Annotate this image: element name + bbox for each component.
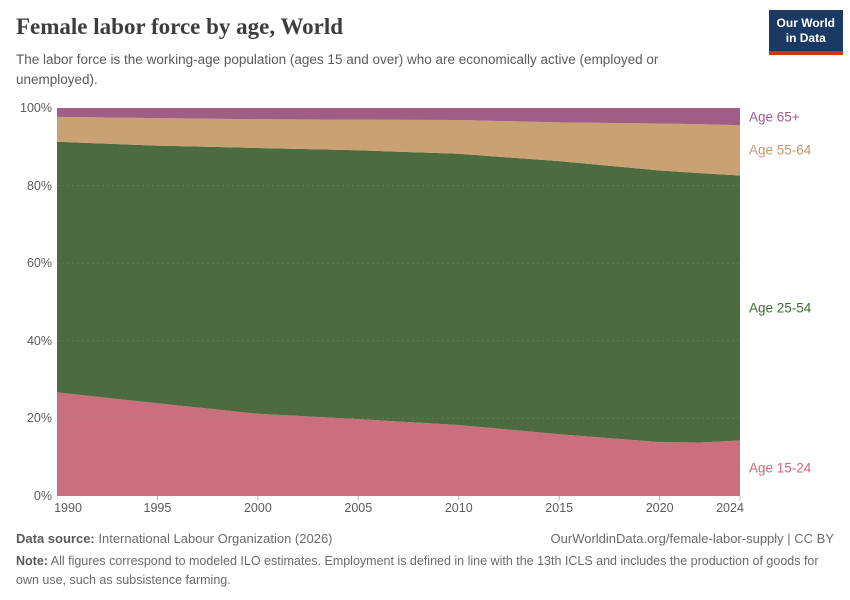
legend-label-age-65-[interactable]: Age 65+: [749, 109, 800, 125]
data-source-line: Data source: International Labour Organi…: [16, 531, 333, 546]
owid-logo-line2: in Data: [785, 31, 826, 45]
page-title: Female labor force by age, World: [16, 14, 344, 39]
x-tick-label-1990: 1990: [54, 501, 82, 515]
y-tick-label-0: 0%: [33, 489, 52, 503]
owid-logo[interactable]: Our World in Data: [768, 10, 843, 55]
stacked-area-chart[interactable]: [57, 108, 742, 502]
x-tick-label-2024: 2024: [716, 501, 744, 515]
area-age-65-[interactable]: [57, 108, 740, 126]
x-tick-label-2015: 2015: [545, 501, 574, 515]
area-age-25-54[interactable]: [57, 141, 740, 443]
x-tick-label-1995: 1995: [143, 501, 172, 515]
owid-url-license[interactable]: OurWorldinData.org/female-labor-supply |…: [550, 531, 834, 546]
area-age-55-64[interactable]: [57, 116, 740, 176]
y-tick-label-20: 20%: [26, 411, 52, 426]
chart-subtitle: The labor force is the working-age popul…: [16, 52, 659, 87]
note-line: Note: All figures correspond to modeled …: [16, 552, 842, 590]
y-tick-label-40: 40%: [26, 333, 52, 348]
owid-logo-line1: Our World: [776, 16, 835, 30]
y-tick-label-100: 100%: [20, 101, 52, 115]
legend-label-age-25-54[interactable]: Age 25-54: [749, 300, 812, 316]
note-label: Note:: [16, 554, 48, 568]
area-age-15-24[interactable]: [57, 392, 740, 496]
y-tick-label-80: 80%: [26, 178, 52, 193]
x-tick-label-2005: 2005: [344, 501, 373, 515]
x-tick-label-2010: 2010: [444, 501, 473, 515]
legend-label-age-15-24[interactable]: Age 15-24: [749, 460, 812, 476]
y-tick-label-60: 60%: [26, 256, 52, 271]
x-tick-label-2020: 2020: [645, 501, 674, 515]
legend-label-age-55-64[interactable]: Age 55-64: [749, 142, 812, 158]
x-tick-label-2000: 2000: [243, 501, 272, 515]
note-value: All figures correspond to modeled ILO es…: [16, 554, 819, 587]
data-source-value: International Labour Organization (2026): [94, 531, 333, 546]
data-source-label: Data source:: [16, 531, 95, 546]
